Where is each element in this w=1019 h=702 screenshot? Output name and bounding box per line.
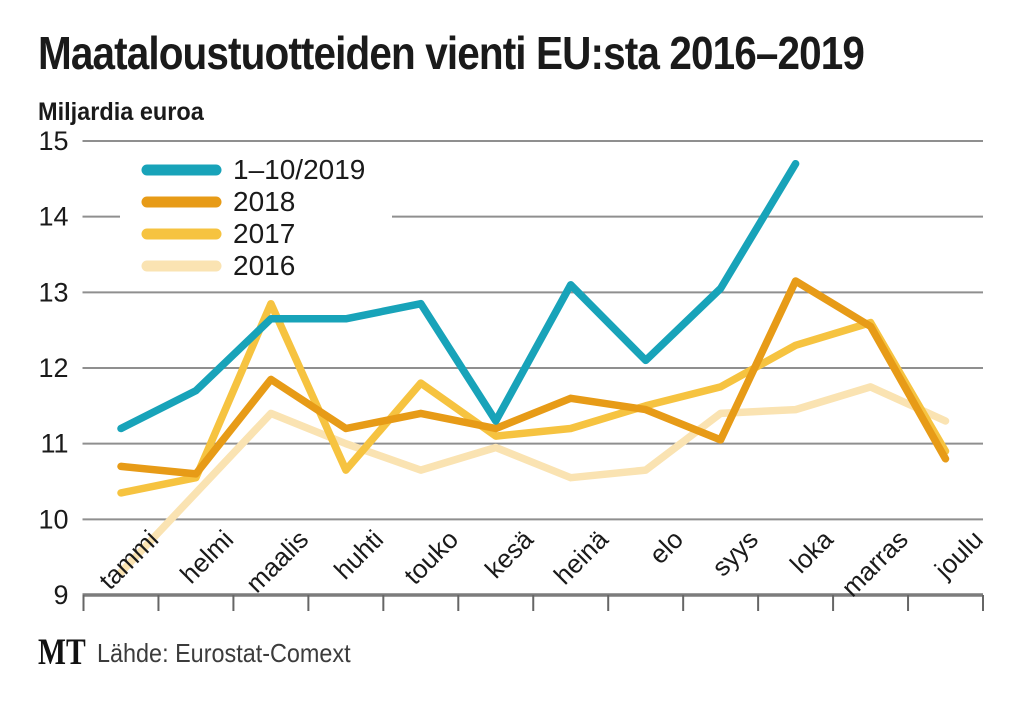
legend-label-2016: 2016: [233, 250, 295, 281]
series-line-2018: [117, 277, 950, 478]
month-label-maalis: maalis: [240, 524, 314, 598]
y-tick-label: 10: [38, 504, 68, 534]
y-axis-title: Miljardia euroa: [38, 98, 204, 126]
month-label-marras: marras: [835, 524, 913, 602]
month-label-elo: elo: [643, 524, 689, 570]
month-label-tammi: tammi: [93, 524, 164, 595]
series-line-1-10-2019: [117, 159, 800, 433]
y-tick-label: 11: [40, 429, 68, 459]
y-tick-label: 12: [38, 353, 68, 383]
month-label-loka: loka: [784, 524, 839, 579]
month-label-kesä: kesä: [479, 524, 539, 584]
series-line-2016: [117, 383, 950, 577]
month-label-touko: touko: [398, 524, 464, 590]
y-tick-label: 15: [38, 126, 68, 156]
legend-label-1-10-2019: 1–10/2019: [233, 154, 365, 185]
month-label-heinä: heinä: [548, 524, 615, 591]
y-tick-label: 13: [38, 277, 68, 307]
page-title: Maataloustuotteiden vienti EU:sta 2016–2…: [38, 27, 865, 79]
month-label-helmi: helmi: [174, 524, 239, 589]
month-label-syys: syys: [706, 524, 764, 582]
legend-label-2018: 2018: [233, 186, 295, 217]
legend-label-2017: 2017: [233, 218, 295, 249]
month-label-huhti: huhti: [328, 524, 389, 585]
y-tick-label: 14: [38, 202, 68, 232]
y-tick-label: 9: [53, 580, 68, 610]
month-label-joulu: joulu: [928, 524, 989, 585]
